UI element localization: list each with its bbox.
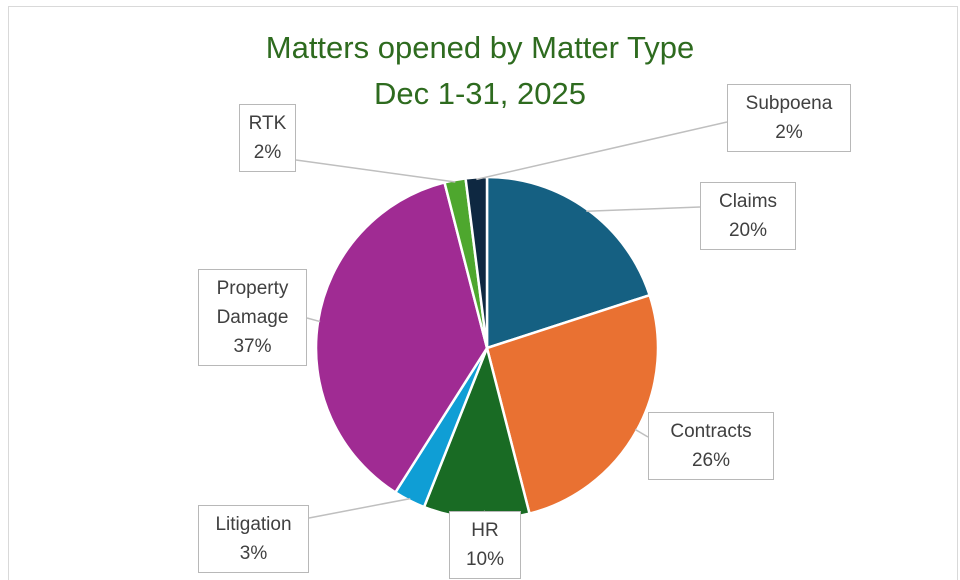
data-label: Property Damage 37% [198, 269, 307, 366]
category-label: Property Damage [216, 278, 289, 328]
data-label: Claims 20% [700, 182, 796, 250]
leader-line [306, 317, 321, 323]
category-label: Contracts [670, 421, 752, 442]
chart-title: Matters opened by Matter Type [265, 30, 695, 65]
category-label: Claims [718, 191, 778, 212]
value-label: 26% [691, 450, 731, 471]
leader-line [586, 206, 701, 213]
data-label: Litigation 3% [198, 505, 309, 573]
value-label: 37% [233, 336, 272, 357]
leader-line [308, 497, 411, 519]
data-label: Subpoena 2% [727, 84, 851, 152]
data-label: RTK 2% [239, 104, 296, 172]
category-label: HR [471, 520, 499, 541]
leader-line [634, 428, 649, 438]
leader-line [476, 121, 728, 181]
value-label: 2% [253, 142, 282, 163]
category-label: RTK [248, 113, 287, 134]
pie-slice [485, 175, 652, 350]
category-label: Subpoena [745, 93, 833, 114]
value-label: 20% [728, 220, 768, 241]
category-label: Litigation [215, 514, 292, 535]
value-label: 2% [775, 122, 803, 143]
data-label: HR 10% [449, 511, 521, 579]
chart-frame [8, 6, 958, 580]
leader-line [295, 159, 456, 183]
value-label: 3% [239, 543, 268, 564]
value-label: 10% [465, 549, 505, 570]
chart-subtitle: Dec 1-31, 2025 [374, 76, 586, 111]
data-label: Contracts 26% [648, 412, 774, 480]
